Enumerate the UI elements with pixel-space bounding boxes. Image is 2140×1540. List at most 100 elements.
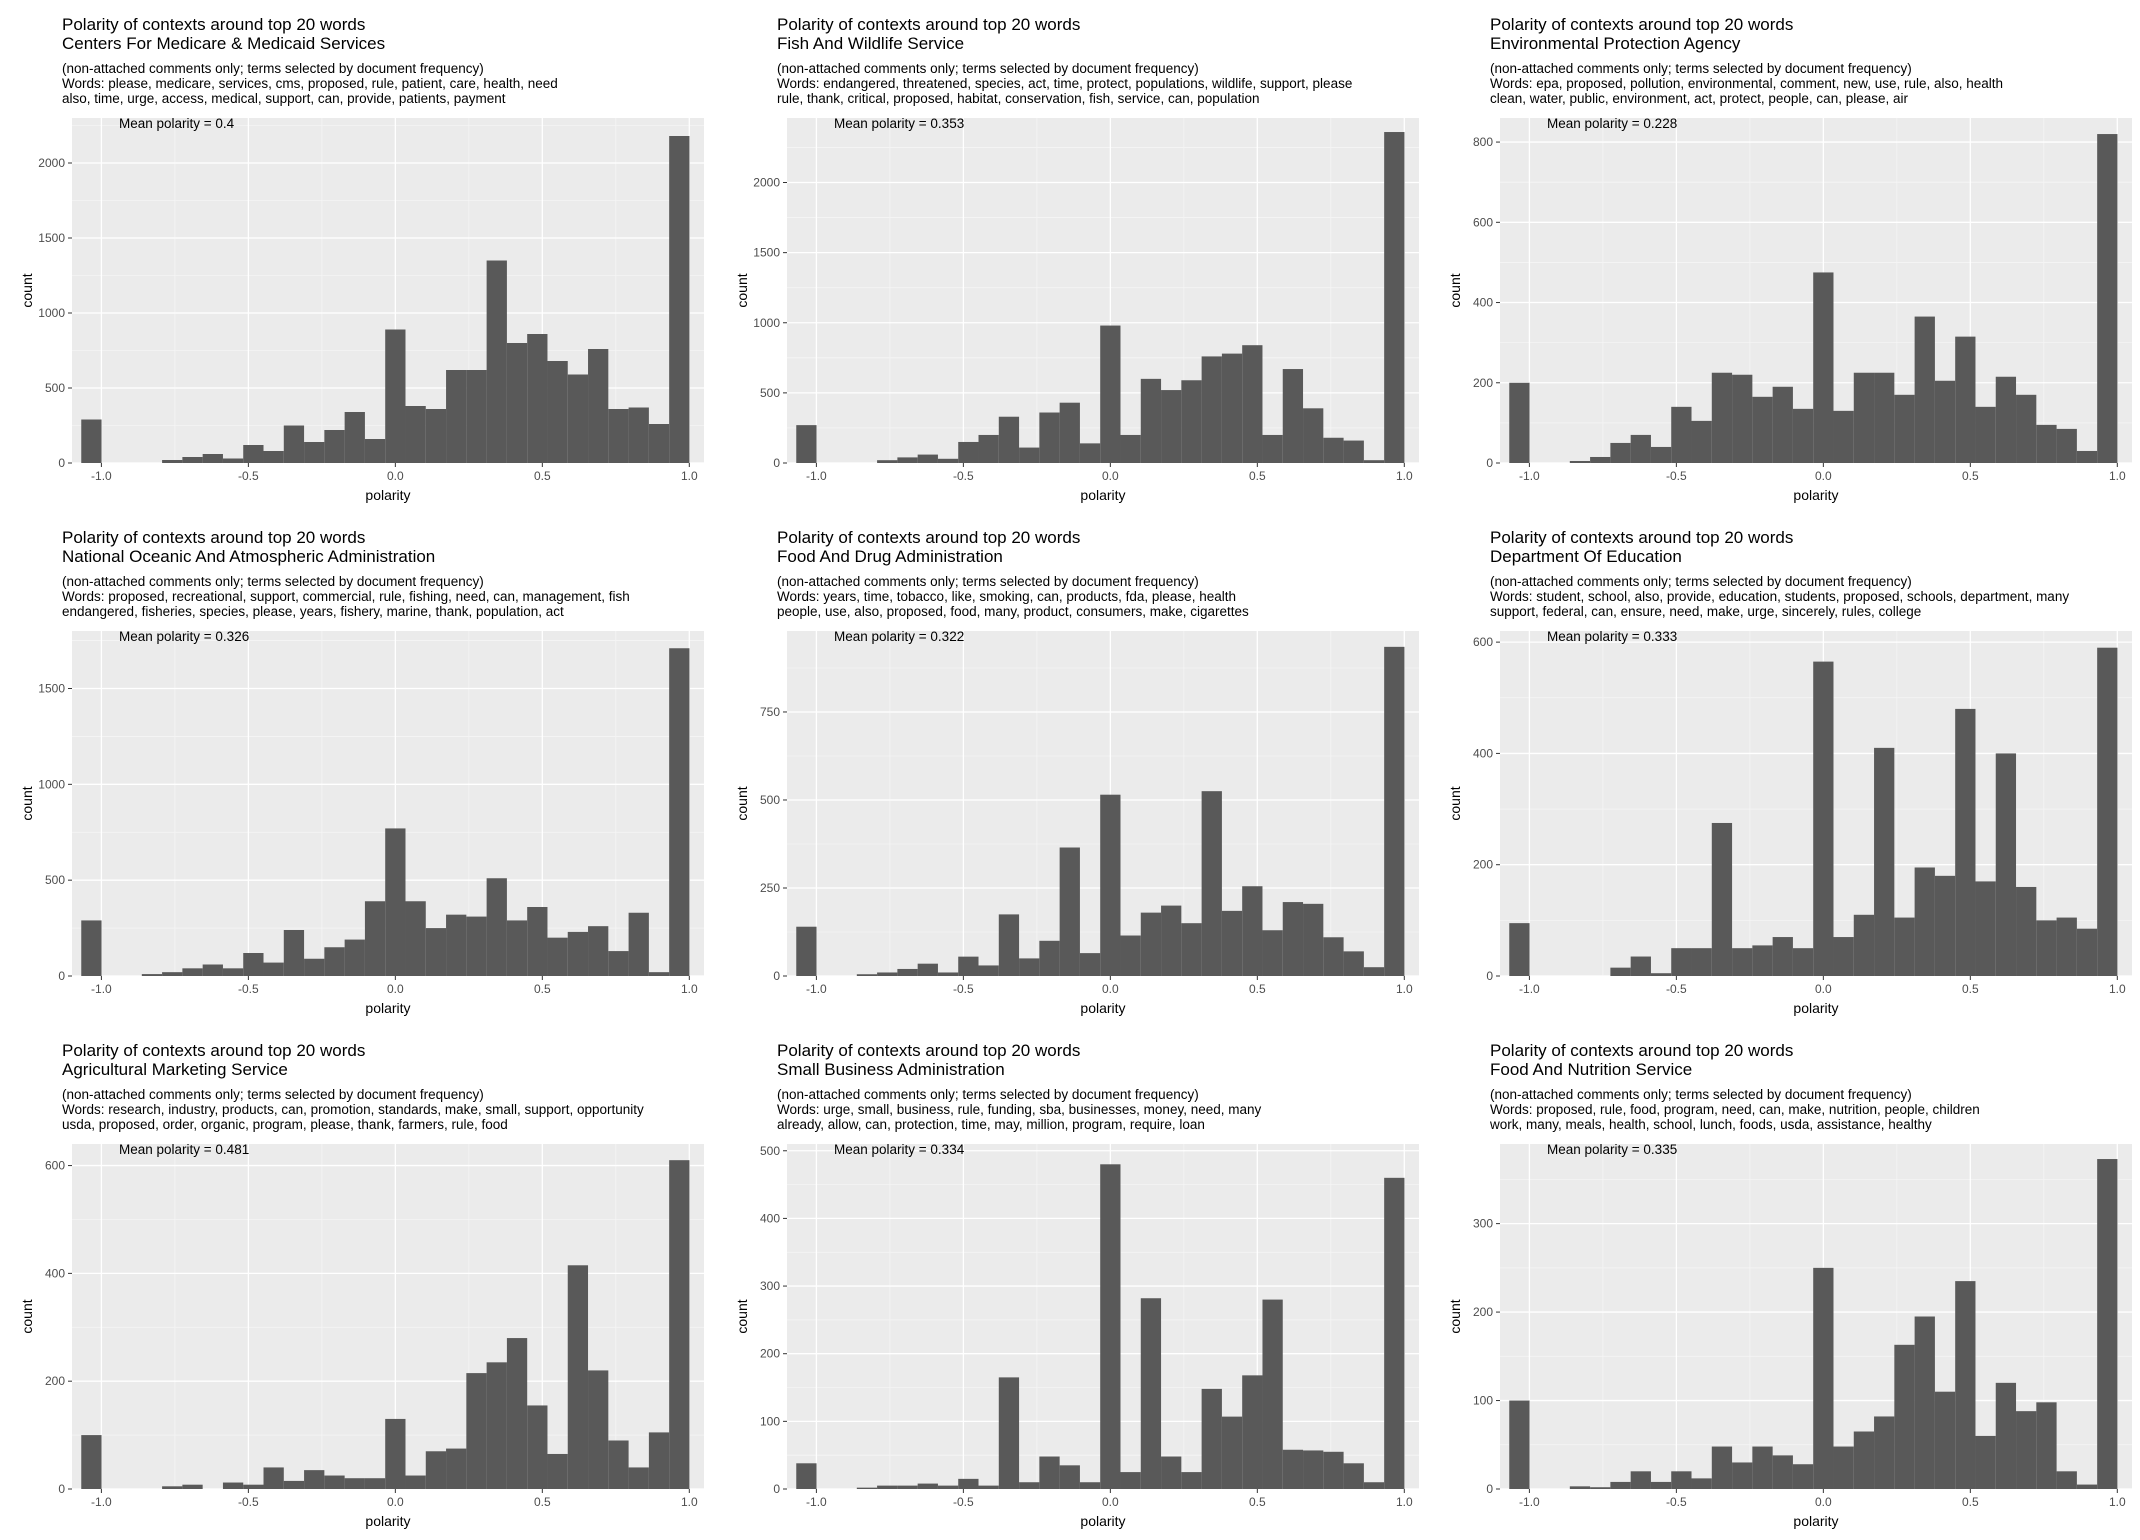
y-tick-label: 200 [45,1374,65,1388]
x-tick-label: 1.0 [1396,469,1413,483]
histogram-bar [796,926,817,976]
histogram-bar [1363,967,1385,976]
histogram-bar [937,972,959,976]
histogram-bar [1242,886,1263,976]
histogram-bar [466,1373,487,1489]
histogram-bar [1711,1446,1733,1489]
chart-caption-line: Words: endangered, threatened, species, … [777,76,1353,91]
histogram-bar [202,964,223,976]
histogram-bar [1752,1446,1773,1489]
x-tick-label: 0.5 [1962,1495,1979,1509]
y-tick-label: 400 [1473,746,1493,760]
y-tick-label: 1000 [38,777,65,791]
x-tick-label: 1.0 [1396,982,1413,996]
histogram-bar [1100,1164,1121,1489]
x-axis-title: polarity [1080,487,1125,503]
chart-caption-line: clean, water, public, environment, act, … [1490,91,1908,106]
histogram-bar [1691,948,1712,976]
histogram-bar [937,458,959,463]
histogram-bar [1894,1344,1915,1489]
histogram-bar [1303,903,1324,976]
histogram-bar [222,1482,244,1489]
histogram-bar [1384,1177,1405,1489]
histogram-bar [141,974,163,976]
histogram-bar [1630,956,1651,976]
x-tick-label: 0.0 [1102,469,1119,483]
histogram-bar [1975,1435,1996,1489]
histogram-bar [182,457,203,463]
chart-caption-line: Words: proposed, recreational, support, … [62,589,630,604]
x-tick-label: 1.0 [2109,982,2126,996]
histogram-bar [628,407,649,463]
chart-title: Polarity of contexts around top 20 words [1490,1041,1794,1060]
histogram-bar [506,920,528,976]
histogram-bar [1955,336,1976,463]
x-tick-label: -1.0 [806,982,827,996]
y-tick-label: 500 [760,793,780,807]
y-tick-label: 0 [58,456,65,470]
histogram-bar [1039,1456,1060,1489]
histogram-bar [1752,945,1773,976]
histogram-bar [1059,1465,1080,1489]
chart-caption-line: Words: years, time, tobacco, like, smoki… [777,589,1236,604]
histogram-bar [998,1377,1020,1489]
y-tick-label: 500 [45,381,65,395]
x-tick-label: -0.5 [238,982,259,996]
histogram-bar [1995,753,2017,976]
y-tick-label: 0 [773,456,780,470]
chart-panel: Polarity of contexts around top 20 words… [1447,513,2140,1026]
histogram-bar [1650,973,1672,976]
histogram-bar [917,454,938,463]
histogram-bar [1282,902,1304,976]
histogram-bar [1732,948,1753,976]
histogram-bar [162,1486,183,1489]
histogram-bar [1201,791,1222,976]
histogram-bar [486,260,507,463]
chart-title: Polarity of contexts around top 20 words [777,528,1081,547]
histogram-bar [182,968,203,976]
chart-subtitle: Environmental Protection Agency [1490,34,1741,53]
y-axis-title: count [734,273,750,307]
histogram-bar [978,1485,999,1489]
chart-caption-line: (non-attached comments only; terms selec… [1490,1087,1912,1102]
histogram-bar [405,901,426,976]
chart-subtitle: Department Of Education [1490,547,1682,566]
histogram-bar [567,1265,589,1489]
histogram-bar [1590,1487,1611,1489]
y-axis-title: count [1447,786,1463,820]
histogram-bar [1914,1316,1935,1489]
histogram-bar [2097,647,2118,976]
histogram-bar [958,441,979,463]
y-tick-label: 200 [1473,376,1493,390]
y-axis-title: count [1447,1299,1463,1333]
x-tick-label: -1.0 [1519,982,1540,996]
histogram-bar [344,412,365,463]
mean-polarity-annotation: Mean polarity = 0.335 [1547,1142,1677,1157]
histogram-bar [669,1160,690,1489]
mean-polarity-annotation: Mean polarity = 0.228 [1547,116,1677,131]
histogram-bar [1181,923,1202,976]
mean-polarity-annotation: Mean polarity = 0.326 [119,629,249,644]
histogram-bar [1019,1482,1040,1489]
x-tick-label: 0.0 [1102,982,1119,996]
histogram-bar [2016,394,2037,463]
x-tick-label: 0.0 [387,982,404,996]
histogram-bar [877,972,898,976]
histogram-bar [364,439,386,463]
x-axis-title: polarity [1080,1513,1125,1529]
histogram-bar [567,374,589,463]
histogram-bar [547,361,568,463]
histogram-bar [2036,424,2057,463]
y-tick-label: 0 [1486,1482,1493,1496]
histogram-bar [1792,1464,1814,1489]
chart-caption-line: Words: proposed, rule, food, program, ne… [1490,1102,1980,1117]
histogram-bar [1282,1449,1304,1489]
histogram-bar [1813,272,1834,463]
histogram-bar [81,1435,102,1489]
histogram-bar [263,962,284,976]
histogram-bar [877,1485,898,1489]
x-tick-label: 0.0 [387,1495,404,1509]
y-tick-label: 400 [1473,296,1493,310]
histogram-bar [506,1338,528,1489]
histogram-bar [1732,374,1753,463]
